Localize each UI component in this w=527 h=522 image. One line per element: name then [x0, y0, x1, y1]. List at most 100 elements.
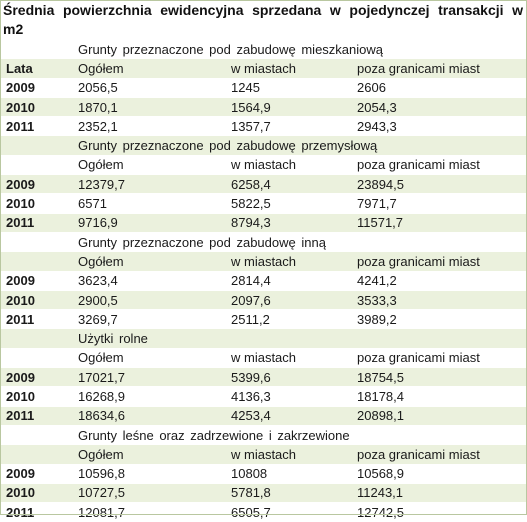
value-cell: 10808	[225, 464, 351, 484]
value-cell: 4136,3	[225, 386, 351, 407]
table-row: 2011 3269,7 2511,2 3989,2	[0, 309, 527, 330]
column-header: Ogółem	[72, 444, 225, 465]
value-cell: 11243,1	[351, 483, 527, 504]
section-title: Użytki rolne	[72, 328, 527, 349]
table-row: 2009 10596,8 10808 10568,9	[0, 464, 527, 484]
column-header: Ogółem	[72, 348, 225, 369]
year-cell: 2010	[0, 193, 72, 214]
year-cell: 2010	[0, 483, 72, 504]
lata-header	[0, 348, 72, 369]
table-body: Grunty przeznaczone pod zabudowę mieszka…	[0, 40, 527, 522]
table-row: 2011 9716,9 8794,3 11571,7	[0, 213, 527, 233]
section-title-row: Grunty przeznaczone pod zabudowę mieszka…	[0, 40, 527, 60]
column-header: w miastach	[225, 251, 351, 272]
lata-header	[0, 155, 72, 176]
year-cell: 2011	[0, 502, 72, 522]
value-cell: 5781,8	[225, 483, 351, 504]
column-header: poza granicami miast	[351, 444, 527, 465]
value-cell: 2943,3	[351, 116, 527, 137]
year-cell: 2009	[0, 271, 72, 291]
value-cell: 12081,7	[72, 502, 225, 522]
value-cell: 1870,1	[72, 97, 225, 118]
section-title: Grunty przeznaczone pod zabudowę mieszka…	[72, 40, 527, 60]
value-cell: 10727,5	[72, 483, 225, 504]
value-cell: 2054,3	[351, 97, 527, 118]
table-row: 2010 10727,5 5781,8 11243,1	[0, 483, 527, 504]
value-cell: 1245	[225, 78, 351, 98]
column-header-row: Lata Ogółem w miastach poza granicami miast	[0, 58, 527, 79]
value-cell: 18754,5	[351, 367, 527, 388]
value-cell: 2606	[351, 78, 527, 98]
column-header: Ogółem	[72, 155, 225, 176]
year-cell: 2011	[0, 213, 72, 233]
year-cell: 2010	[0, 386, 72, 407]
table-row: 2010 6571 5822,5 7971,7	[0, 193, 527, 214]
value-cell: 4241,2	[351, 271, 527, 291]
year-cell: 2011	[0, 406, 72, 426]
section-title-row: Użytki rolne	[0, 328, 527, 349]
year-cell: 2009	[0, 78, 72, 98]
section-title: Grunty przeznaczone pod zabudowę inną	[72, 232, 527, 253]
year-cell: 2009	[0, 464, 72, 484]
section-title-spacer	[0, 232, 72, 253]
section-title-spacer	[0, 40, 72, 60]
table-row: 2009 2056,5 1245 2606	[0, 78, 527, 98]
value-cell: 18178,4	[351, 386, 527, 407]
column-header: w miastach	[225, 444, 351, 465]
table-row: 2011 2352,1 1357,7 2943,3	[0, 116, 527, 137]
column-header: w miastach	[225, 155, 351, 176]
value-cell: 2814,4	[225, 271, 351, 291]
table-row: 2011 12081,7 6505,7 12742,5	[0, 502, 527, 522]
value-cell: 18634,6	[72, 406, 225, 426]
year-cell: 2010	[0, 290, 72, 311]
section-title-row: Grunty przeznaczone pod zabudowę przemys…	[0, 135, 527, 156]
data-table: Grunty przeznaczone pod zabudowę mieszka…	[0, 40, 527, 522]
column-header-row: Ogółem w miastach poza granicami miast	[0, 348, 527, 369]
column-header: poza granicami miast	[351, 251, 527, 272]
value-cell: 6505,7	[225, 502, 351, 522]
value-cell: 10568,9	[351, 464, 527, 484]
section-title-spacer	[0, 135, 72, 156]
table-row: 2009 3623,4 2814,4 4241,2	[0, 271, 527, 291]
column-header: poza granicami miast	[351, 155, 527, 176]
column-header: poza granicami miast	[351, 58, 527, 79]
section-title-row: Grunty przeznaczone pod zabudowę inną	[0, 232, 527, 253]
year-cell: 2009	[0, 174, 72, 195]
value-cell: 9716,9	[72, 213, 225, 233]
column-header: Ogółem	[72, 251, 225, 272]
value-cell: 11571,7	[351, 213, 527, 233]
year-cell: 2010	[0, 97, 72, 118]
value-cell: 5399,6	[225, 367, 351, 388]
value-cell: 4253,4	[225, 406, 351, 426]
column-header-row: Ogółem w miastach poza granicami miast	[0, 444, 527, 465]
section-title-row: Grunty leśne oraz zadrzewione i zakrzewi…	[0, 425, 527, 446]
column-header: Ogółem	[72, 58, 225, 79]
column-header: w miastach	[225, 348, 351, 369]
column-header-row: Ogółem w miastach poza granicami miast	[0, 251, 527, 272]
value-cell: 6571	[72, 193, 225, 214]
section-title: Grunty przeznaczone pod zabudowę przemys…	[72, 135, 527, 156]
value-cell: 12379,7	[72, 174, 225, 195]
table-row: 2011 18634,6 4253,4 20898,1	[0, 406, 527, 426]
value-cell: 17021,7	[72, 367, 225, 388]
value-cell: 1564,9	[225, 97, 351, 118]
column-header: w miastach	[225, 58, 351, 79]
lata-header	[0, 251, 72, 272]
value-cell: 2097,6	[225, 290, 351, 311]
value-cell: 10596,8	[72, 464, 225, 484]
value-cell: 3533,3	[351, 290, 527, 311]
table-row: 2009 12379,7 6258,4 23894,5	[0, 174, 527, 195]
value-cell: 6258,4	[225, 174, 351, 195]
value-cell: 23894,5	[351, 174, 527, 195]
value-cell: 5822,5	[225, 193, 351, 214]
value-cell: 2056,5	[72, 78, 225, 98]
value-cell: 2511,2	[225, 309, 351, 330]
value-cell: 1357,7	[225, 116, 351, 137]
table-row: 2010 1870,1 1564,9 2054,3	[0, 97, 527, 118]
table-row: 2010 16268,9 4136,3 18178,4	[0, 386, 527, 407]
lata-header: Lata	[0, 58, 72, 79]
value-cell: 16268,9	[72, 386, 225, 407]
value-cell: 20898,1	[351, 406, 527, 426]
column-header-row: Ogółem w miastach poza granicami miast	[0, 155, 527, 176]
